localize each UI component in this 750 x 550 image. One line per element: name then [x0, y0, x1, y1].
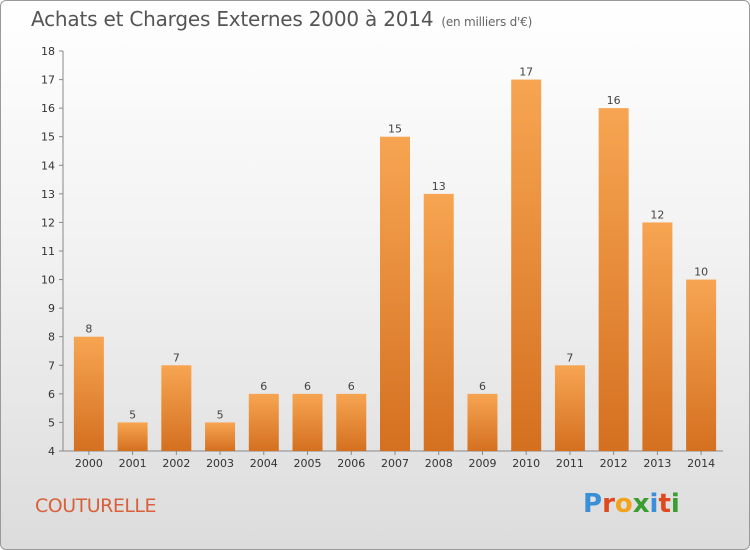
x-tick-label: 2005 — [294, 457, 322, 470]
chart-title: Achats et Charges Externes 2000 à 2014 (e… — [31, 7, 532, 31]
y-tick-label: 9 — [48, 302, 55, 315]
bar-2002 — [161, 365, 192, 451]
y-tick-label: 8 — [48, 331, 55, 344]
x-tick-label: 2009 — [468, 457, 496, 470]
bar-2009 — [467, 393, 498, 451]
data-label: 6 — [479, 380, 486, 393]
x-tick-label: 2001 — [119, 457, 147, 470]
x-tick-label: 2010 — [512, 457, 540, 470]
data-label: 8 — [85, 323, 92, 336]
data-label: 10 — [694, 266, 708, 279]
bar-2006 — [336, 393, 367, 451]
bar-2010 — [511, 79, 542, 452]
logo-letter: x — [632, 489, 650, 519]
y-tick-label: 17 — [41, 74, 55, 87]
y-tick-label: 13 — [41, 188, 55, 201]
commune-name: COUTURELLE — [35, 495, 157, 517]
proxiti-logo[interactable]: Proxiti — [583, 489, 680, 519]
x-tick-label: 2004 — [250, 457, 278, 470]
logo-letter: o — [614, 489, 633, 519]
bar-2003 — [205, 422, 236, 451]
data-label: 7 — [173, 351, 180, 364]
bar-2001 — [117, 422, 148, 451]
x-tick-label: 2008 — [425, 457, 453, 470]
x-tick-label: 2012 — [600, 457, 628, 470]
logo-letter: t — [658, 489, 671, 519]
x-tick-label: 2002 — [162, 457, 190, 470]
x-tick-label: 2006 — [337, 457, 365, 470]
bar-2004 — [248, 393, 279, 451]
chart-title-text: Achats et Charges Externes 2000 à 2014 — [31, 7, 434, 31]
y-tick-label: 10 — [41, 274, 55, 287]
y-tick-label: 5 — [48, 416, 55, 429]
data-label: 6 — [304, 380, 311, 393]
x-tick-label: 2007 — [381, 457, 409, 470]
bar-2014 — [686, 279, 717, 451]
bar-2007 — [380, 136, 410, 451]
x-tick-label: 2003 — [206, 457, 234, 470]
bar-2000 — [73, 336, 104, 451]
data-label: 12 — [650, 208, 664, 221]
bar-2008 — [423, 193, 454, 451]
data-label: 6 — [260, 380, 267, 393]
bar-2013 — [642, 222, 673, 451]
y-tick-label: 11 — [41, 245, 55, 258]
data-label: 15 — [388, 123, 402, 136]
data-label: 7 — [566, 351, 573, 364]
y-tick-label: 16 — [41, 102, 55, 115]
x-tick-label: 2014 — [687, 457, 715, 470]
y-tick-label: 4 — [48, 445, 55, 458]
logo-letter: i — [649, 489, 659, 519]
y-tick-label: 7 — [48, 359, 55, 372]
data-label: 5 — [217, 408, 224, 421]
data-labels: 8 5 7 5 6 6 6 15 13 6 17 7 16 12 10 — [85, 66, 708, 422]
logo-letter: P — [583, 489, 603, 519]
data-label: 13 — [432, 180, 446, 193]
data-label: 6 — [348, 380, 355, 393]
chart-axes: 4 5 6 7 8 9 10 11 12 13 14 15 16 17 18 2000 2001 2002 2003… — [41, 45, 723, 470]
bar-series — [73, 79, 717, 452]
y-tick-label: 15 — [41, 131, 55, 144]
logo-letter: i — [670, 489, 680, 519]
bar-2011 — [554, 365, 585, 451]
data-label: 17 — [519, 66, 533, 79]
x-tick-label: 2000 — [75, 457, 103, 470]
data-label: 5 — [129, 408, 136, 421]
logo-letter: r — [602, 489, 615, 519]
data-label: 16 — [607, 94, 621, 107]
bar-2012 — [598, 108, 629, 452]
y-tick-label: 12 — [41, 216, 55, 229]
bar-2005 — [292, 393, 323, 451]
x-tick-label: 2011 — [556, 457, 584, 470]
x-tick-label: 2013 — [643, 457, 671, 470]
chart-subtitle: (en milliers d'€) — [441, 15, 533, 29]
y-tick-label: 14 — [41, 159, 55, 172]
y-tick-label: 6 — [48, 388, 55, 401]
y-tick-label: 18 — [41, 45, 55, 58]
